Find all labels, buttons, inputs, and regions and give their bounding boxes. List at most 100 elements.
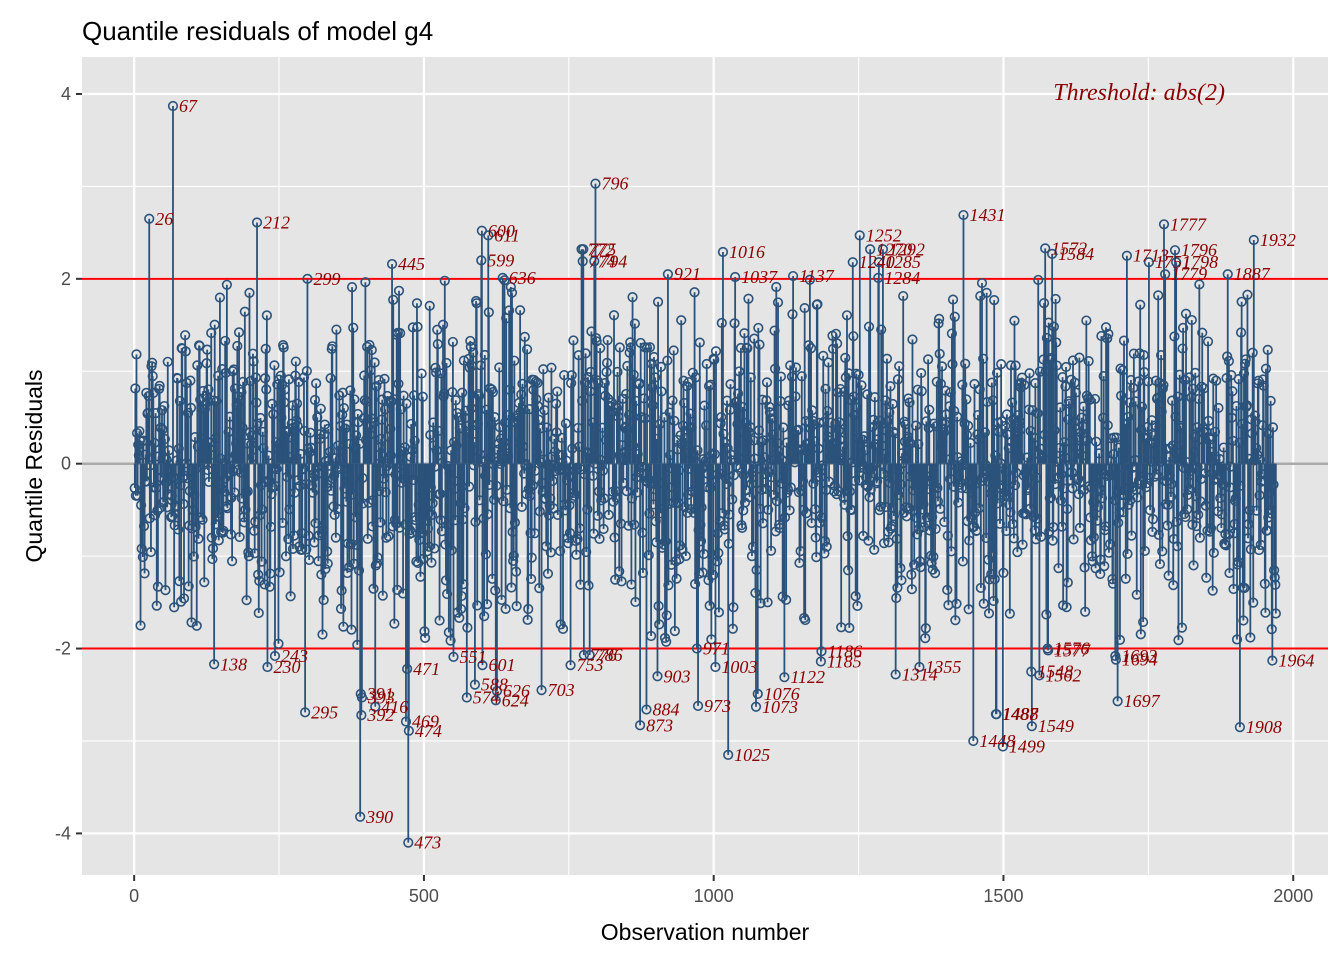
outlier-label: 1796 xyxy=(1181,240,1217,260)
residual-point xyxy=(1207,585,1218,596)
residual-point xyxy=(467,420,478,431)
residual-point xyxy=(263,450,274,461)
residual-point xyxy=(1244,505,1255,516)
residual-point xyxy=(483,307,494,318)
residual-point xyxy=(1056,469,1067,480)
residual-point xyxy=(251,397,262,408)
residual-point xyxy=(366,344,377,356)
residual-point xyxy=(193,533,204,544)
residual-point xyxy=(254,509,266,521)
residual-point xyxy=(241,595,252,606)
residual-point xyxy=(482,509,493,520)
residual-point xyxy=(569,490,580,502)
residual-point xyxy=(561,474,573,486)
residual-point xyxy=(599,493,610,504)
residual-point xyxy=(1157,546,1168,557)
residual-point xyxy=(1055,402,1066,413)
residual-point xyxy=(472,418,483,430)
residual-point xyxy=(242,438,253,449)
residual-point xyxy=(147,357,158,368)
residual-point xyxy=(137,551,148,563)
residual-point xyxy=(724,404,736,416)
residual-point xyxy=(374,485,385,497)
residual-point xyxy=(1098,371,1109,382)
residual-point xyxy=(228,364,239,375)
residual-point xyxy=(1051,337,1062,348)
residual-point xyxy=(1093,464,1104,475)
residual-point xyxy=(693,524,704,536)
residual-point xyxy=(357,498,369,509)
residual-point xyxy=(1135,299,1146,310)
residual-point xyxy=(250,516,261,527)
residual-point xyxy=(951,411,963,422)
residual-point xyxy=(1138,349,1149,361)
residual-point xyxy=(760,483,771,494)
residual-point xyxy=(356,709,367,721)
residual-point xyxy=(237,422,248,433)
outlier-label: 1887 xyxy=(1234,264,1271,284)
residual-point xyxy=(743,293,754,304)
residual-point xyxy=(277,517,288,529)
residual-point xyxy=(966,487,977,498)
residual-point xyxy=(608,310,620,321)
residual-point xyxy=(368,583,379,594)
residual-point xyxy=(273,638,284,649)
residual-point xyxy=(951,598,962,609)
residual-point xyxy=(182,473,193,484)
residual-point xyxy=(670,497,681,509)
residual-point xyxy=(216,483,227,494)
outlier-label: 1003 xyxy=(721,657,757,677)
residual-point xyxy=(447,387,458,398)
residual-point xyxy=(1183,470,1195,481)
residual-point xyxy=(1075,427,1086,438)
residual-point xyxy=(405,451,416,462)
residual-point xyxy=(653,600,664,612)
y-tick-label: 4 xyxy=(61,84,71,104)
residual-point xyxy=(498,437,510,448)
residual-point xyxy=(985,463,996,474)
residual-point xyxy=(919,473,930,484)
outlier-label: 551 xyxy=(459,647,486,667)
residual-point xyxy=(367,495,379,506)
residual-point xyxy=(532,377,543,388)
outlier-label: 588 xyxy=(481,675,508,695)
outlier-label: 473 xyxy=(414,833,441,853)
residual-point xyxy=(1110,654,1121,665)
residual-point xyxy=(426,509,438,521)
residual-point xyxy=(154,380,165,391)
residual-point xyxy=(1143,376,1154,387)
residual-point xyxy=(1109,495,1120,506)
residual-point xyxy=(1228,583,1239,595)
residual-point xyxy=(590,178,601,189)
residual-point xyxy=(990,450,1001,461)
residual-point xyxy=(441,357,452,369)
residual-point xyxy=(475,360,486,371)
residual-point xyxy=(847,257,858,268)
residual-point xyxy=(1247,347,1258,358)
residual-point xyxy=(1194,532,1206,543)
residual-point xyxy=(692,445,703,456)
residual-point xyxy=(1153,290,1164,301)
residual-point xyxy=(1032,408,1043,419)
residual-point xyxy=(909,505,920,516)
residual-point xyxy=(470,516,481,528)
residual-point xyxy=(227,366,238,377)
residual-point xyxy=(1019,379,1030,390)
residual-point xyxy=(305,427,316,438)
residual-point xyxy=(997,480,1008,491)
residual-point xyxy=(1034,366,1046,377)
residual-point xyxy=(559,370,570,381)
residual-point xyxy=(851,402,862,413)
residual-point xyxy=(499,275,510,286)
residual-point xyxy=(1123,499,1134,510)
residual-point xyxy=(691,504,702,515)
residual-point xyxy=(757,394,768,405)
residual-point xyxy=(637,567,649,579)
residual-point xyxy=(1099,525,1110,536)
residual-point xyxy=(1142,478,1153,489)
residual-point xyxy=(757,518,769,529)
residual-point xyxy=(504,305,515,316)
residual-point xyxy=(309,394,321,406)
residual-point xyxy=(713,607,725,618)
residual-point xyxy=(169,602,180,613)
